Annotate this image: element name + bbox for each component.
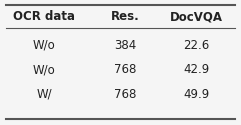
- Text: 384: 384: [114, 39, 136, 52]
- Text: W/o: W/o: [33, 63, 56, 76]
- Text: 49.9: 49.9: [184, 88, 210, 101]
- Text: Res.: Res.: [111, 10, 140, 23]
- Text: W/: W/: [36, 88, 52, 101]
- Text: DocVQA: DocVQA: [170, 10, 223, 23]
- Text: W/o: W/o: [33, 39, 56, 52]
- Text: 768: 768: [114, 63, 136, 76]
- Text: 768: 768: [114, 88, 136, 101]
- Text: 22.6: 22.6: [184, 39, 210, 52]
- Text: OCR data: OCR data: [13, 10, 75, 23]
- Text: 42.9: 42.9: [184, 63, 210, 76]
